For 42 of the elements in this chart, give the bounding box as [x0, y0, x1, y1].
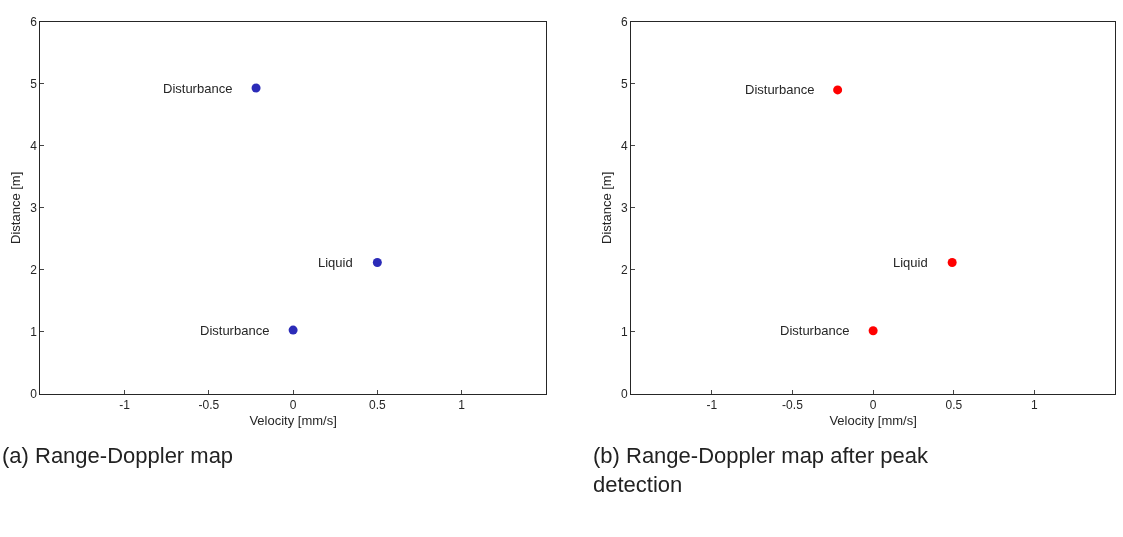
- y-tick-label: 4: [30, 138, 38, 153]
- y-tick-label: 0: [621, 387, 629, 402]
- text: (b) Range-Doppler map after peak detection: [593, 443, 930, 497]
- x-tick-label: 1: [1031, 398, 1039, 413]
- annotation: Disturbance: [200, 323, 270, 338]
- annotation: Liquid: [318, 255, 353, 270]
- annotation: Disturbance: [163, 81, 233, 96]
- x-tick-label: 0: [869, 398, 877, 413]
- point: [947, 257, 957, 267]
- y-axis-title: Distance [m]: [8, 171, 24, 244]
- x-tick-label: -1: [706, 398, 718, 413]
- annotation: Disturbance: [745, 82, 815, 97]
- y-tick-label: 2: [621, 263, 629, 278]
- x-axis-title: Velocity [mm/s]: [829, 413, 917, 429]
- x-tick-label: -0.5: [198, 398, 220, 413]
- y-tick-label: 3: [621, 201, 629, 216]
- annotation: Disturbance: [780, 323, 850, 338]
- y-tick-label: 6: [621, 14, 629, 29]
- annotation: Liquid: [893, 255, 928, 270]
- y-tick-label: 1: [621, 325, 629, 340]
- point: [833, 85, 843, 95]
- x-axis-title: Velocity [mm/s]: [249, 413, 337, 429]
- y-axis-title: Distance [m]: [598, 171, 614, 244]
- y-tick-label: 5: [30, 76, 38, 91]
- text: (a) Range-Doppler map: [2, 443, 234, 468]
- point: [372, 257, 382, 267]
- y-tick-label: 1: [30, 325, 38, 340]
- point: [288, 325, 298, 335]
- y-tick-label: 3: [30, 201, 38, 216]
- y-tick-label: 5: [621, 76, 629, 91]
- y-tick-label: 4: [621, 138, 629, 153]
- x-tick-label: 1: [458, 398, 466, 413]
- x-tick-label: 0.5: [945, 398, 963, 413]
- x-tick-label: -1: [119, 398, 131, 413]
- y-tick-label: 0: [30, 387, 38, 402]
- y-tick-label: 6: [30, 14, 38, 29]
- x-tick-label: 0.5: [368, 398, 386, 413]
- y-tick-label: 2: [30, 263, 38, 278]
- x-tick-label: 0: [289, 398, 297, 413]
- x-tick-label: -0.5: [782, 398, 804, 413]
- point: [868, 326, 878, 336]
- point: [251, 83, 261, 93]
